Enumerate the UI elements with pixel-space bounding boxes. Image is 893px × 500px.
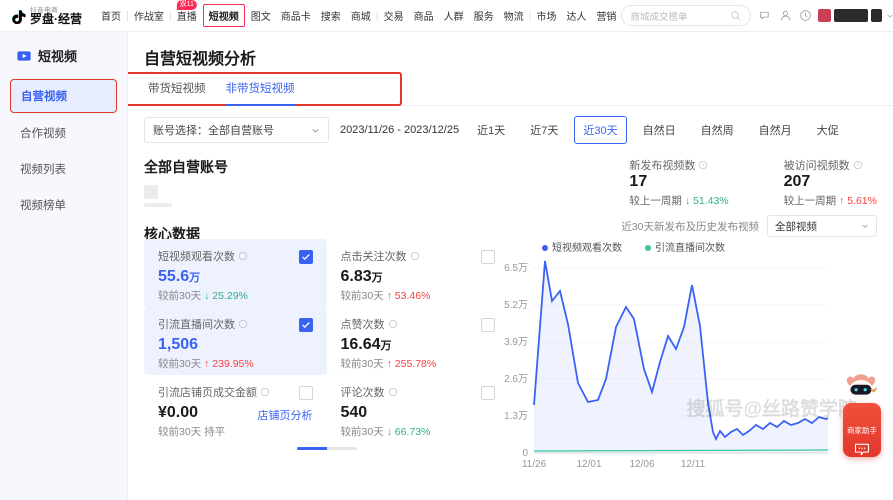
svg-text:3.9万: 3.9万	[504, 337, 528, 348]
svg-text:2.6万: 2.6万	[504, 374, 528, 385]
svg-text:12/01: 12/01	[576, 459, 601, 470]
svg-text:0: 0	[522, 448, 528, 459]
svg-text:12/11: 12/11	[681, 459, 706, 470]
svg-text:6.5万: 6.5万	[504, 263, 528, 274]
svg-text:短视频观看次数: 短视频观看次数	[552, 241, 622, 254]
svg-text:引流直播间次数: 引流直播间次数	[655, 241, 725, 254]
svg-text:1.3万: 1.3万	[504, 411, 528, 422]
svg-text:11/26: 11/26	[522, 459, 547, 470]
svg-text:5.2万: 5.2万	[504, 300, 528, 311]
svg-text:12/06: 12/06	[629, 459, 654, 470]
